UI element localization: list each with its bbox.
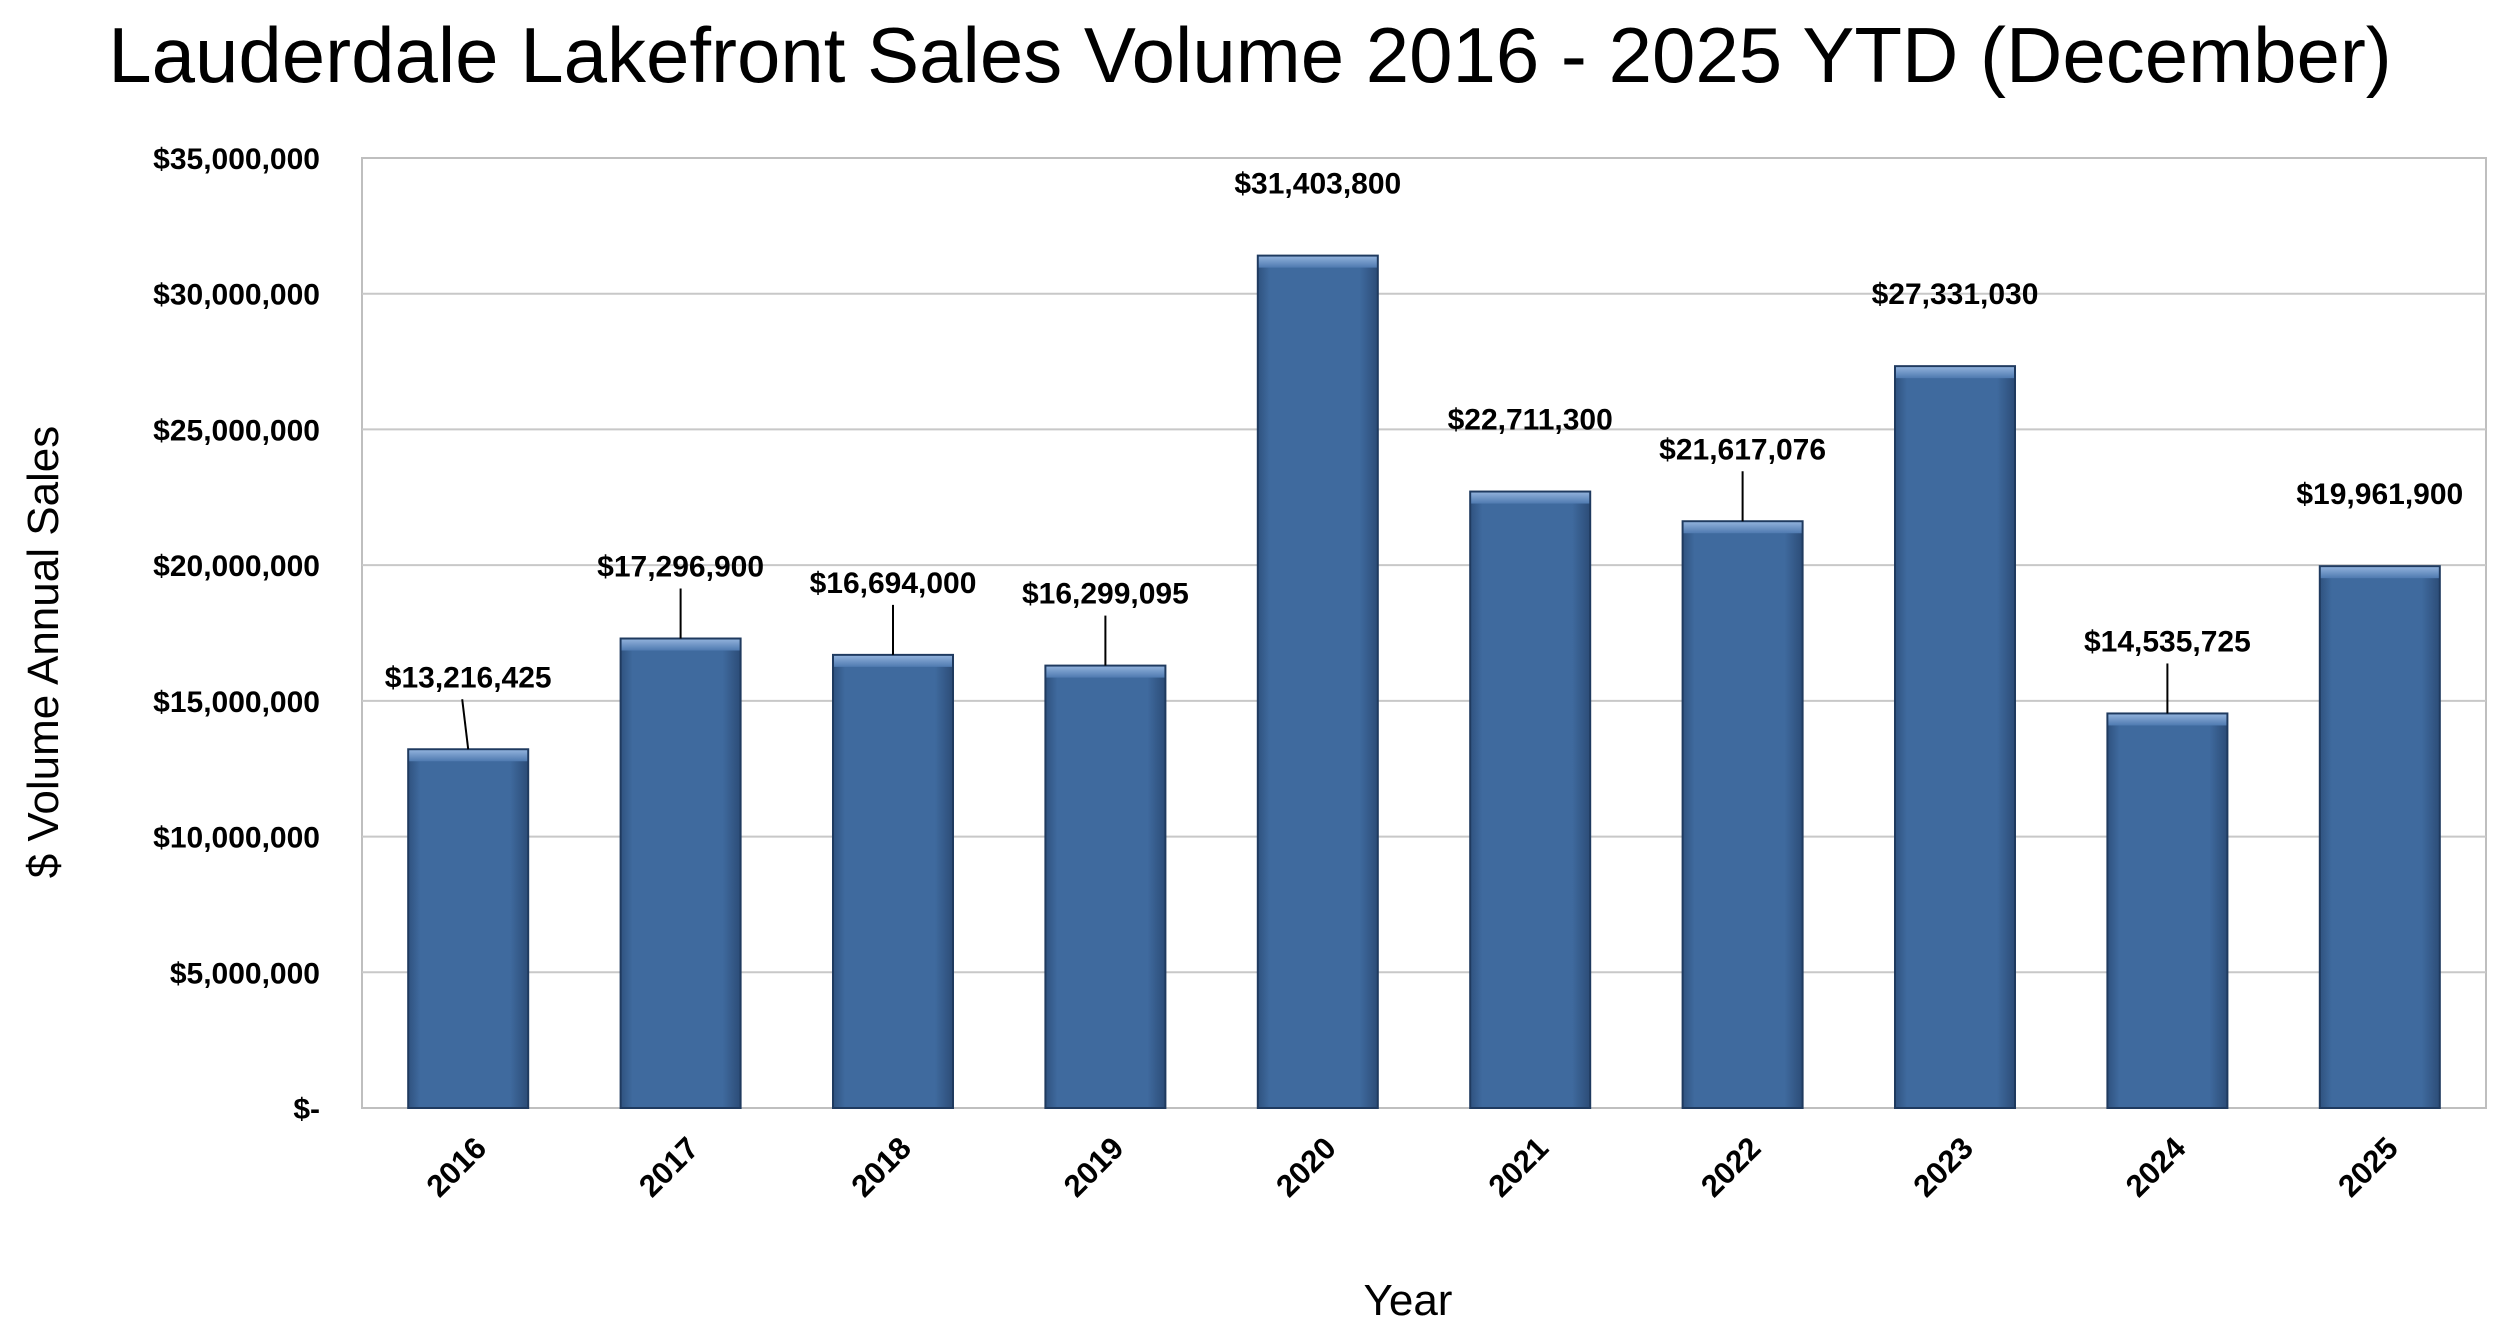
chart-title: Lauderdale Lakefront Sales Volume 2016 -… [108,11,2392,99]
data-label: $22,711,300 [1448,404,1613,437]
data-label: $27,331,030 [1872,278,2039,311]
x-tick-label: 2022 [1694,1130,1768,1204]
y-tick-label: $30,000,000 [153,279,320,312]
bar-2022 [1681,520,1804,1109]
bar-cap [409,750,528,762]
bar-cap [1895,367,2015,379]
y-tick-label: $15,000,000 [153,686,320,719]
bar-2018 [831,653,955,1109]
x-axis-ticks: 2016 2017 2018 2019 2020 2021 2022 2023 2024 2025 [420,1130,2405,1204]
x-tick-label: 2019 [1057,1130,1131,1204]
data-label: $19,961,900 [2296,478,2463,511]
x-tick-label: 2023 [1906,1130,1980,1204]
x-tick-label: 2020 [1269,1130,1343,1204]
y-tick-label: $- [293,1093,320,1126]
data-label: $21,617,076 [1659,433,1826,466]
bar-2017 [619,637,742,1109]
bar-cap [2108,714,2227,726]
data-labels: $13,216,425 $17,296,900 $16,694,000 $16,299… [385,168,2463,750]
bar-2021 [1469,490,1592,1109]
data-label: $16,299,095 [1022,578,1189,611]
data-label: $16,694,000 [810,567,977,600]
bar-2024 [2106,712,2229,1109]
x-axis-title: Year [1364,1276,1453,1325]
bar-cap [2320,567,2439,579]
y-tick-label: $35,000,000 [153,143,320,176]
y-tick-label: $10,000,000 [153,822,320,855]
x-tick-label: 2016 [420,1130,494,1204]
leader-line [461,699,470,750]
bar-cap [621,639,740,651]
bar-2025 [2318,565,2441,1109]
bar-cap [1046,666,1165,678]
y-tick-label: $5,000,000 [170,957,320,990]
y-tick-label: $20,000,000 [153,550,320,583]
bar-cap [833,655,953,667]
y-tick-label: $25,000,000 [153,414,320,447]
x-tick-label: 2017 [632,1130,706,1204]
bar-cap [1683,522,1802,534]
y-axis-title: $ Volume Annual Sales [19,426,68,879]
bars [407,254,2441,1110]
bar-2020 [1256,254,1379,1109]
data-label: $14,535,725 [2084,625,2251,658]
y-axis-ticks: $- $5,000,000 $10,000,000 $15,000,000 $20,00… [153,143,320,1126]
bar-2016 [407,748,530,1110]
x-tick-label: 2025 [2331,1130,2405,1204]
bar-2019 [1044,664,1167,1110]
data-label: $17,296,900 [597,551,764,584]
bar-cap [1258,256,1377,268]
data-label: $13,216,425 [385,661,552,694]
x-tick-label: 2021 [1482,1130,1556,1204]
bar-cap [1471,492,1590,504]
bar-2023 [1893,365,2017,1109]
x-tick-label: 2018 [844,1130,918,1204]
x-tick-label: 2024 [2119,1130,2193,1204]
data-label: $31,403,800 [1234,168,1401,201]
